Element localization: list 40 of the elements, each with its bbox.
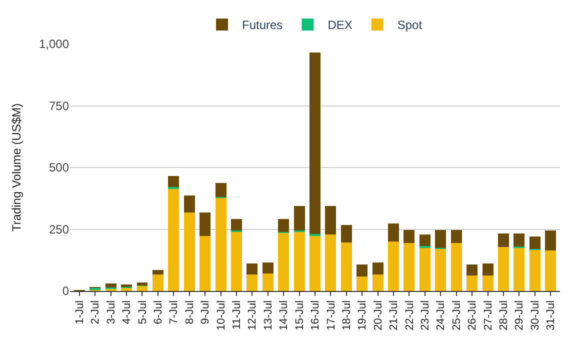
legend-label: DEX [328,18,352,32]
x-tick-label: 1-Jul [74,300,86,324]
x-tick-label: 19-Jul [356,300,369,330]
x-tick-label: 20-Jul [372,300,384,330]
legend-label: Futures [242,18,283,32]
x-tick-label: 21-Jul [388,300,400,330]
x-tick-label: 18-Jul [340,300,353,330]
x-tick-label: 25-Jul [450,300,463,330]
x-tick-label: 5-Jul [136,300,149,324]
x-tick-label: 10-Jul [215,300,228,330]
x-tick-label: 12-Jul [246,300,259,330]
y-tick-label: 500 [48,160,70,175]
x-tick-label: 4-Jul [121,300,134,324]
x-tick-label: 14-Jul [278,300,290,330]
x-tick-label: 9-Jul [200,300,212,324]
x-tick-label: 23-Jul [420,300,432,330]
x-tick-label: 6-Jul [152,300,165,324]
x-tick-label: 31-Jul [545,300,558,330]
x-tick-label: 15-Jul [294,300,306,330]
y-axis-title: Trading Volume (US$M) [9,103,24,232]
y-tick-label: 250 [48,222,70,236]
x-tick-label: 2-Jul [90,300,102,324]
x-tick-label: 22-Jul [404,300,416,330]
x-tick-label: 13-Jul [262,300,274,330]
x-tick-label: 11-Jul [231,300,244,330]
x-tick-label: 28-Jul [498,300,510,330]
legend-label: Spot [397,18,423,32]
x-tick-label: 17-Jul [325,300,338,330]
y-tick-label: 0 [62,284,70,298]
x-tick-label: 30-Jul [529,300,542,330]
x-tick-label: 29-Jul [514,300,526,330]
x-tick-label: 3-Jul [105,300,118,324]
y-tick-label: 1,000 [38,37,70,52]
x-tick-label: 27-Jul [482,300,494,330]
x-tick-label: 8-Jul [184,300,196,324]
y-tick-label: 750 [48,98,70,113]
x-tick-label: 16-Jul [310,300,322,330]
x-tick-label: 26-Jul [466,300,479,330]
x-tick-label: 24-Jul [435,300,448,330]
x-tick-label: 7-Jul [168,300,180,324]
